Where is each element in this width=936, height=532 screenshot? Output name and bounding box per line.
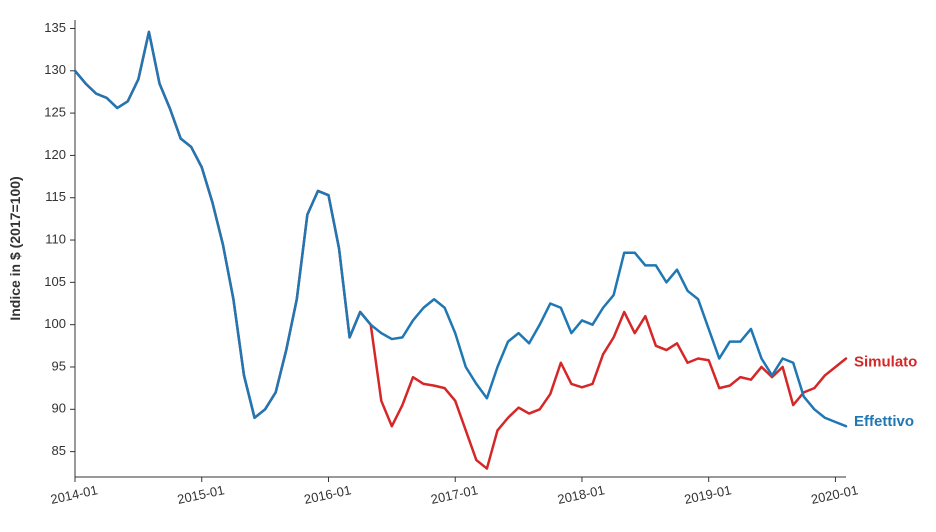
line-chart: 8590951001051101151201251301352014-01201… [0, 0, 936, 532]
series-label-simulato: Simulato [854, 354, 917, 371]
y-tick-label: 135 [44, 20, 66, 35]
y-tick-label: 115 [45, 189, 66, 204]
y-tick-label: 100 [44, 316, 66, 331]
y-tick-label: 125 [44, 105, 66, 120]
y-tick-label: 105 [44, 274, 66, 289]
chart-svg: 8590951001051101151201251301352014-01201… [0, 0, 936, 532]
series-label-effettivo: Effettivo [854, 413, 914, 430]
y-tick-label: 130 [44, 62, 66, 77]
y-tick-label: 85 [52, 443, 66, 458]
y-tick-label: 120 [44, 147, 66, 162]
y-tick-label: 90 [52, 401, 66, 416]
y-tick-label: 110 [45, 231, 66, 246]
y-axis-title: Indice in $ (2017=100) [7, 176, 23, 320]
y-tick-label: 95 [52, 358, 66, 373]
